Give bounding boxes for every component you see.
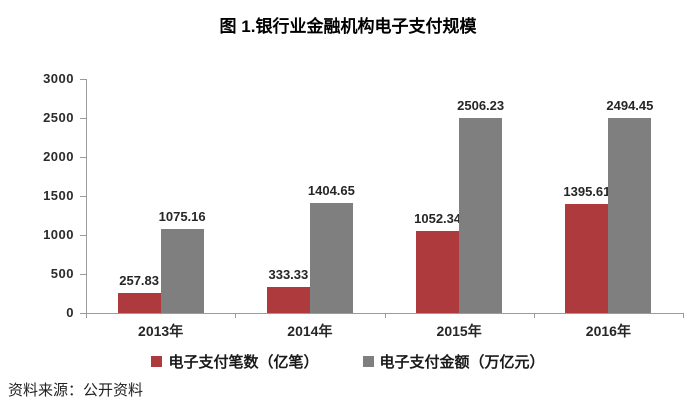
x-axis-tick xyxy=(384,313,386,318)
bar-value-label: 1395.61 xyxy=(563,184,611,200)
y-axis-tick-label: 1500 xyxy=(43,188,74,203)
bar-2015年-count xyxy=(416,230,460,313)
x-axis-category-label: 2013年 xyxy=(138,323,184,339)
x-axis-line xyxy=(81,313,684,314)
bar-value-label: 2506.23 xyxy=(457,97,505,113)
legend-label-payment-count: 电子支付笔数（亿笔） xyxy=(168,354,319,371)
bar-2016年-count xyxy=(565,204,609,313)
bar-value-label: 1404.65 xyxy=(307,183,355,199)
source-note: 资料来源：公开资料 xyxy=(8,382,144,399)
x-axis-category-label: 2016年 xyxy=(585,323,631,339)
x-axis-tick xyxy=(235,313,237,318)
legend-item-payment-count: 电子支付笔数（亿笔） xyxy=(151,351,319,372)
y-axis-tick xyxy=(80,274,86,275)
x-axis-tick xyxy=(86,313,87,318)
bar-value-label: 1075.16 xyxy=(158,209,206,225)
legend-swatch-red xyxy=(151,356,163,367)
bar-2015年-amount xyxy=(459,117,503,313)
legend-label-payment-amount: 电子支付金额（万亿元） xyxy=(379,354,545,371)
y-axis-tick-label: 500 xyxy=(50,266,74,281)
bar-2013年-count xyxy=(117,292,161,313)
bar-value-label: 333.33 xyxy=(268,267,309,282)
y-axis-tick-label: 0 xyxy=(66,305,74,320)
bar-2014年-amount xyxy=(309,203,353,313)
y-axis-tick-label: 1000 xyxy=(43,227,74,242)
x-axis-tick xyxy=(683,313,684,318)
bar-value-label: 2494.45 xyxy=(606,98,654,114)
y-axis-tick-label: 2500 xyxy=(43,110,74,125)
chart-title: 图 1.银行业金融机构电子支付规模 xyxy=(219,17,477,36)
y-axis-tick-label: 2000 xyxy=(43,149,74,164)
bar-value-label: 257.83 xyxy=(119,272,159,288)
legend-item-payment-amount: 电子支付金额（万亿元） xyxy=(362,351,545,372)
y-axis-tick xyxy=(80,196,86,197)
bar-2016年-amount xyxy=(608,118,652,313)
bar-2013年-amount xyxy=(160,229,204,313)
y-axis-tick xyxy=(80,79,86,80)
y-axis-tick xyxy=(80,157,86,158)
y-axis-tick xyxy=(80,313,86,314)
legend-swatch-gray xyxy=(362,356,374,367)
bar-2014年-count xyxy=(266,287,310,313)
y-axis-tick xyxy=(80,235,86,236)
x-axis-category-label: 2015年 xyxy=(436,323,482,339)
y-axis-tick-label: 3000 xyxy=(43,71,74,86)
x-axis-category-label: 2014年 xyxy=(287,323,333,339)
y-axis-tick xyxy=(80,118,86,119)
bar-value-label: 1052.34 xyxy=(414,210,462,226)
legend: 电子支付笔数（亿笔） 电子支付金额（万亿元） xyxy=(0,351,696,372)
y-axis-line xyxy=(86,79,87,314)
x-axis-tick xyxy=(533,313,535,318)
